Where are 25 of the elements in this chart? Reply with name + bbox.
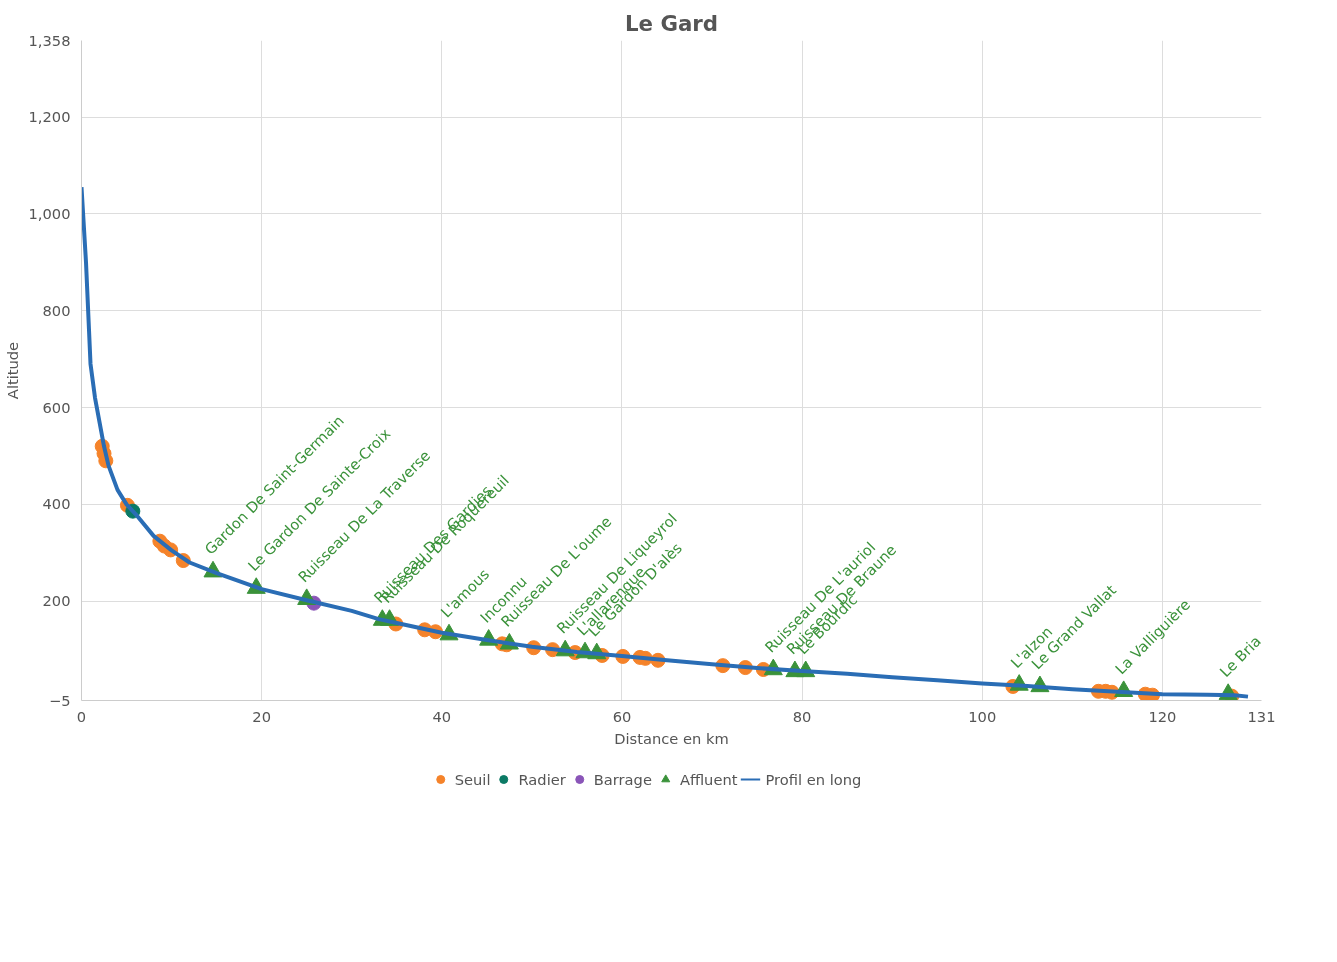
legend-label: Affluent <box>679 770 738 788</box>
y-tick-label: 1,358 <box>28 31 71 49</box>
x-tick-label: 0 <box>76 707 87 725</box>
x-tick-label: 20 <box>252 707 271 725</box>
x-tick-label: 131 <box>1247 707 1276 725</box>
y-tick-label: 400 <box>42 495 71 513</box>
y-tick-label: 1,000 <box>28 204 71 222</box>
y-tick-label: −5 <box>48 691 71 709</box>
x-axis-title: Distance en km <box>614 729 729 747</box>
y-tick-label: 600 <box>42 398 71 416</box>
x-tick-label: 120 <box>1148 707 1177 725</box>
legend-label: Seuil <box>454 770 491 788</box>
legend-label: Profil en long <box>765 770 862 788</box>
y-axis-title: Altitude <box>3 341 21 400</box>
legend-label: Radier <box>518 770 566 788</box>
x-tick-label: 80 <box>792 707 812 725</box>
y-tick-label: 1,200 <box>28 108 71 126</box>
annotation: Le Bria <box>1216 632 1265 681</box>
chart-title: Le Gard <box>624 10 719 36</box>
x-tick-label: 40 <box>432 707 452 725</box>
x-tick-label: 60 <box>612 707 632 725</box>
y-tick-label: 200 <box>42 592 71 610</box>
y-tick-label: 800 <box>42 301 71 319</box>
legend-label: Barrage <box>593 770 652 788</box>
x-tick-label: 100 <box>968 707 997 725</box>
